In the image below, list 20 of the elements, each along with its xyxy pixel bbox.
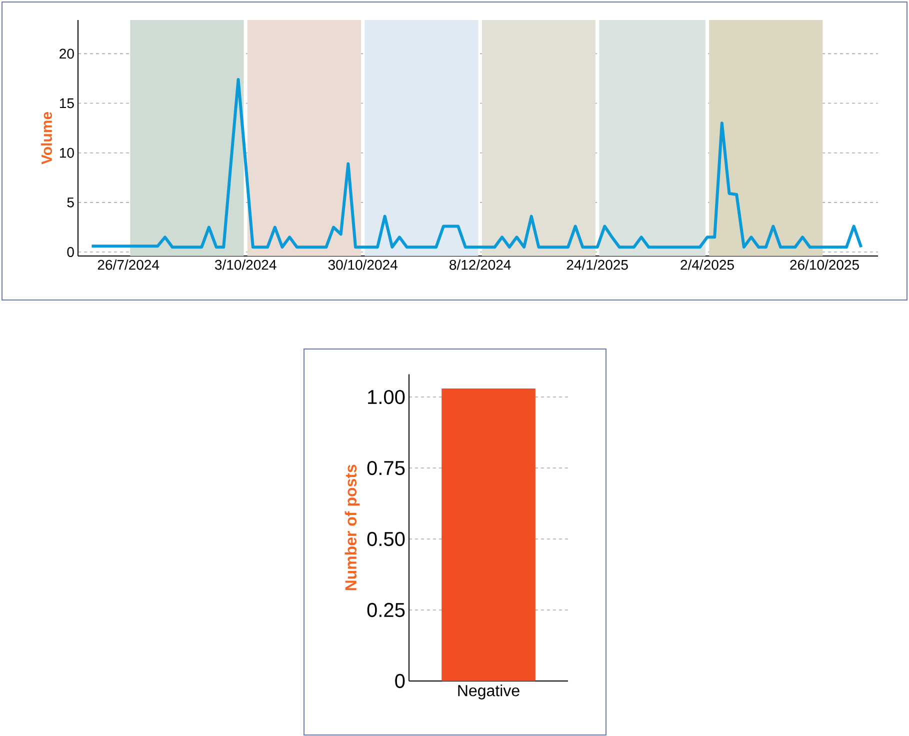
- y-tick-label: 0: [67, 247, 74, 257]
- y-tick-label: 1.00: [368, 390, 405, 404]
- x-tick-label: Negative: [458, 684, 520, 700]
- x-tick-label: 26/10/2025: [790, 260, 859, 270]
- y-tick-label: 0.50: [367, 532, 405, 546]
- y-tick-label: 0.75: [367, 460, 405, 476]
- y-tick-label: 5: [67, 198, 74, 208]
- x-tick-label: 2/4/2025: [680, 260, 734, 270]
- x-tick-label: 24/1/2025: [566, 260, 628, 270]
- y-tick-label: 0: [395, 674, 405, 688]
- y-axis-title: Number of posts: [344, 464, 360, 590]
- y-tick-label: 0.25: [367, 602, 405, 618]
- y-tick-label: 20: [60, 48, 74, 59]
- y-axis-title: Volume: [41, 112, 52, 164]
- y-tick-label: 10: [60, 148, 74, 158]
- y-tick-label: 15: [60, 98, 74, 108]
- x-tick-label: 26/7/2024: [98, 260, 160, 270]
- x-tick-label: 8/12/2024: [450, 260, 511, 270]
- x-tick-label: 30/10/2024: [328, 260, 398, 270]
- x-tick-label: 3/10/2024: [214, 260, 276, 270]
